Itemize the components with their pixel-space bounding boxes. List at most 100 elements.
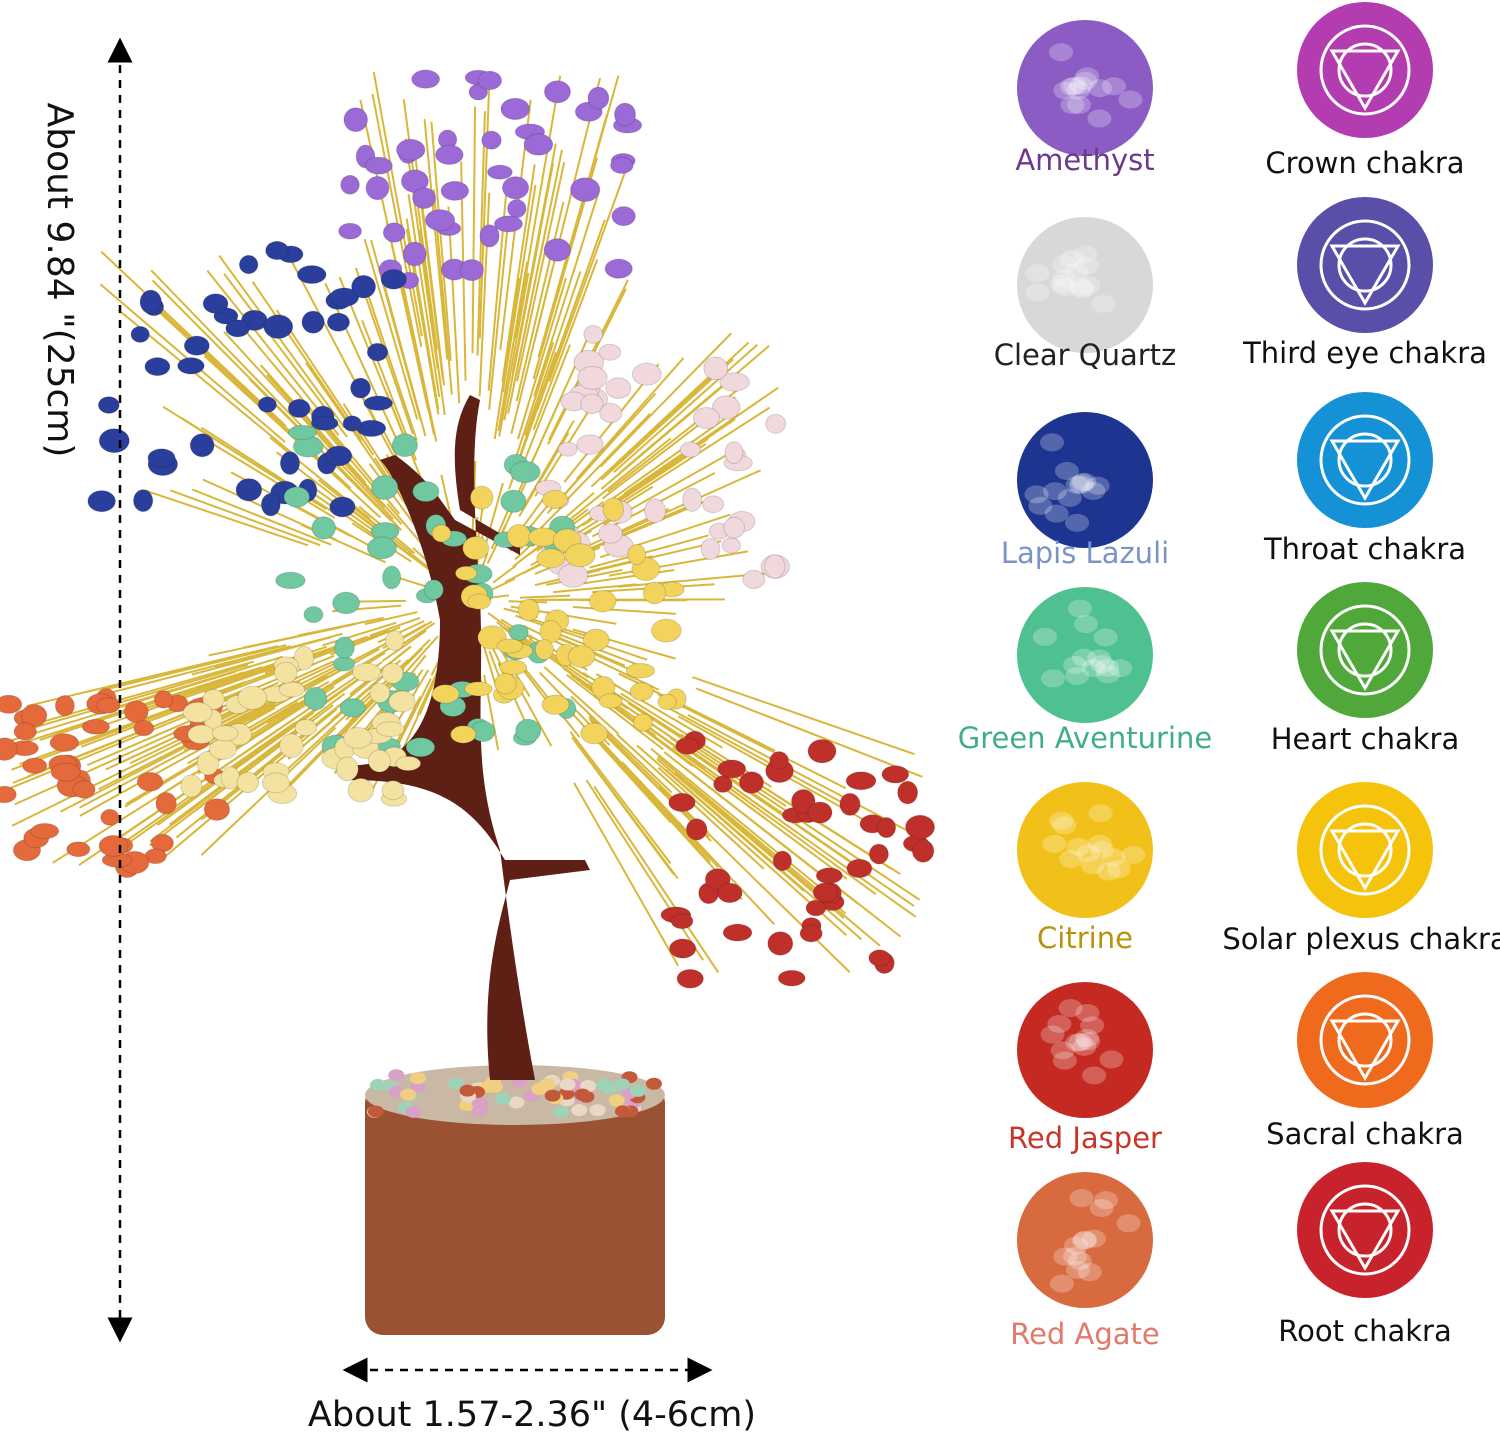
stone-chip: [571, 178, 600, 202]
stone-chip: [365, 157, 392, 174]
stone-chip: [148, 449, 175, 467]
stone-chip: [348, 778, 374, 802]
stone-chip: [846, 772, 876, 790]
stone-chip: [614, 103, 635, 126]
wire: [399, 623, 434, 646]
chakra-symbol: [1297, 1162, 1433, 1298]
wire: [685, 768, 900, 936]
base-chip: [472, 1105, 488, 1117]
stone-chip: [869, 950, 890, 966]
stone-chip: [333, 592, 360, 614]
stone-chip: [344, 728, 372, 749]
stone-chip: [441, 181, 469, 200]
stone-chip: [507, 524, 531, 547]
chakra-symbol: [1297, 392, 1433, 528]
stone-chip: [392, 434, 417, 457]
stone-texture: [1091, 295, 1115, 313]
base-chip: [590, 1104, 606, 1116]
stone-chip: [184, 336, 209, 355]
stone-name: Amethyst: [1015, 143, 1154, 177]
stone-texture: [1026, 283, 1050, 301]
stone-chip: [912, 840, 933, 863]
base-chip: [615, 1105, 631, 1117]
stone-chip: [340, 699, 365, 717]
stone-chip: [544, 239, 570, 262]
stone-chip: [312, 517, 336, 539]
stone-chip: [603, 498, 624, 521]
stone-chip: [677, 969, 703, 988]
stone-chip: [382, 663, 403, 683]
stone-texture: [1087, 110, 1111, 128]
stone-chip: [403, 242, 426, 266]
stone-chip: [686, 819, 707, 840]
base-chip: [646, 1078, 662, 1090]
stone-chip: [739, 772, 763, 793]
chakra-name: Sacral chakra: [1266, 1117, 1464, 1151]
chakra-symbol: [1297, 197, 1433, 333]
stone-chip: [325, 446, 351, 466]
stone-chip: [612, 207, 635, 226]
stone-chip: [806, 900, 826, 916]
stone-chip: [134, 490, 153, 512]
chakra-name: Solar plexus chakra: [1222, 922, 1500, 956]
stone-chip: [542, 695, 569, 714]
stone-chip: [516, 719, 541, 742]
stone-texture: [1051, 1041, 1075, 1059]
stone-chip: [488, 165, 513, 179]
stone-chip: [644, 499, 665, 523]
base-chip: [571, 1104, 587, 1116]
stone-chip: [425, 210, 454, 231]
stone-chip: [376, 722, 404, 737]
stone-chip: [670, 939, 696, 958]
stone-chip: [336, 757, 358, 781]
stone-chip: [209, 739, 236, 759]
stone-chip: [702, 496, 723, 513]
stone-chip: [96, 698, 120, 714]
stone-chip: [463, 537, 489, 560]
stone-chip: [770, 752, 789, 769]
stone-chip: [73, 781, 95, 798]
stone-chip: [304, 687, 327, 710]
stone-chip: [14, 723, 36, 740]
stone-chip: [718, 760, 746, 778]
stone-name: Red Jasper: [1008, 1121, 1162, 1155]
stone-texture: [1118, 91, 1142, 109]
stone-chip: [396, 139, 424, 160]
stone-chip: [412, 70, 440, 88]
stone-chip: [704, 357, 728, 380]
stone-chip: [0, 695, 22, 713]
stone-texture: [1094, 1191, 1118, 1209]
stone-chip: [156, 793, 176, 814]
stone-chip: [611, 157, 634, 173]
stone-texture: [1042, 835, 1066, 853]
stone-chip: [723, 924, 752, 941]
stone-chip: [581, 723, 608, 744]
stone-chip: [383, 566, 401, 589]
stone-texture: [1081, 482, 1105, 500]
chakra-symbol: [1297, 2, 1433, 138]
stone-chip: [813, 883, 838, 902]
stone-chip: [778, 970, 805, 986]
stone-texture: [1072, 649, 1096, 667]
stone-chip: [743, 570, 765, 588]
stone-chip: [284, 487, 310, 507]
stone-chip: [482, 131, 501, 149]
stone-chip: [840, 793, 860, 815]
stone-chip: [226, 320, 250, 337]
stone-chip: [389, 691, 415, 712]
stone-texture: [1059, 999, 1083, 1017]
stone-chip: [280, 452, 299, 475]
stone-chip: [364, 396, 393, 410]
stone-chip: [495, 673, 517, 694]
chakra-name: Throat chakra: [1263, 532, 1466, 566]
stone-chip: [188, 725, 215, 744]
stone-texture: [1096, 665, 1120, 683]
height-label: About 9.84 "(25cm): [39, 103, 80, 458]
stone-name: Red Agate: [1010, 1317, 1160, 1351]
stone-name: Lapis Lazuli: [1001, 536, 1169, 570]
stone-chip: [371, 476, 397, 500]
stone-chip: [765, 555, 785, 579]
stone-chip: [370, 683, 390, 703]
base-chip: [560, 1079, 576, 1091]
stone-chip: [537, 549, 565, 568]
